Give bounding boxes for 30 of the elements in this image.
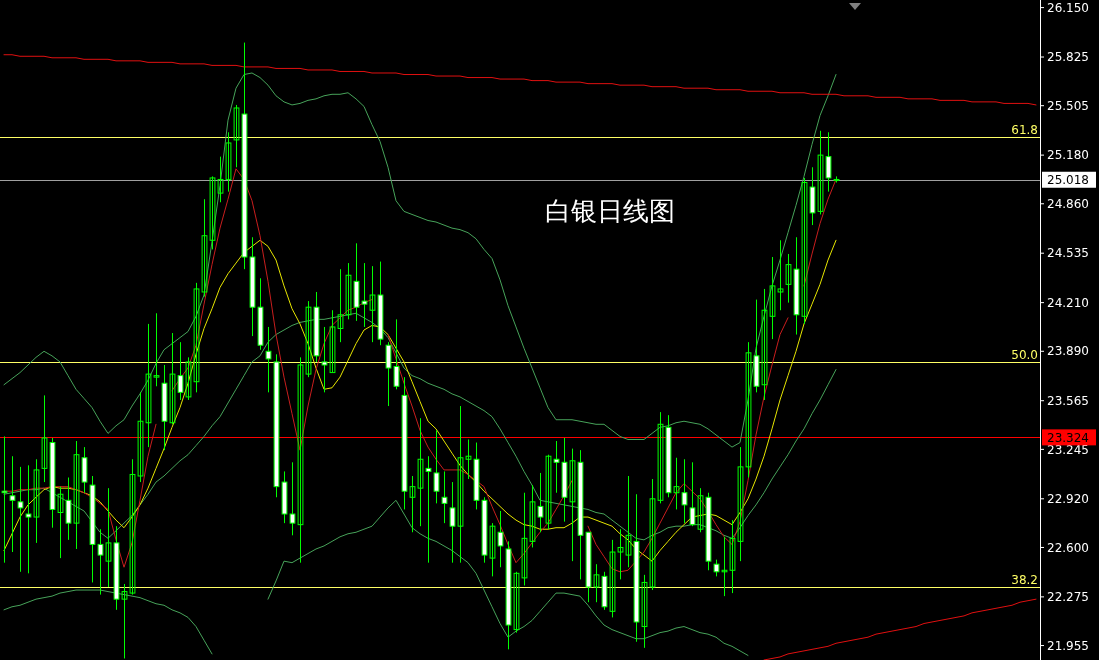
y-tick-label: 24.210: [1047, 295, 1089, 310]
y-tick-label: 25.180: [1047, 148, 1089, 163]
y-tick-label: 24.860: [1047, 196, 1089, 211]
candlestick: [441, 470, 448, 524]
y-tick-label: 23.890: [1047, 344, 1089, 359]
ref-line-label: 23.324: [1047, 430, 1089, 445]
line-series: [763, 598, 1037, 660]
y-tick-label: 25.505: [1047, 98, 1089, 113]
line-series: [3, 72, 837, 448]
candlestick: [265, 326, 272, 393]
candlestick: [1, 435, 8, 564]
annotation: 61.8: [1011, 122, 1038, 137]
y-tick-label: 22.600: [1047, 540, 1089, 555]
candlestick: [433, 429, 440, 504]
y-tick-label: 22.920: [1047, 492, 1089, 506]
line-series: [3, 239, 837, 562]
candlestick: [9, 455, 16, 553]
line-series: [3, 54, 1037, 106]
y-tick-label: 23.565: [1047, 393, 1089, 408]
ref-line-label: 25.018: [1047, 172, 1089, 187]
y-tick-label: 26.150: [1047, 0, 1089, 15]
text: 白银日线图: [545, 196, 676, 226]
y-tick-label: 23.245: [1047, 442, 1089, 457]
y-tick-label: 22.275: [1047, 590, 1089, 605]
candlestick: [17, 466, 24, 573]
y-tick-label: 24.535: [1047, 246, 1089, 261]
annotation: 50.0: [1011, 347, 1038, 362]
y-tick-label: 25.825: [1047, 50, 1089, 65]
y-tick-label: 21.955: [1047, 638, 1089, 653]
annotation: 38.2: [1011, 573, 1038, 587]
